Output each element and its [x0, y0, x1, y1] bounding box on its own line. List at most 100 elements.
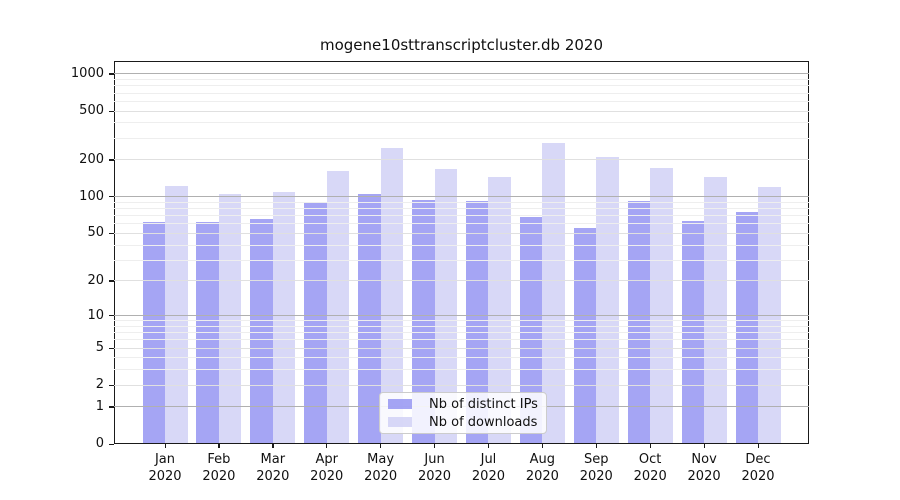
x-tick-mark [218, 444, 220, 448]
bar-ips-aug [519, 217, 543, 444]
x-tick-label: May 2020 [364, 452, 398, 484]
y-tick-label: 2 [95, 377, 104, 393]
x-tick-mark [487, 444, 490, 448]
bar-downloads-sep [596, 156, 619, 444]
bar-ips-jul [465, 200, 489, 444]
bar-ips-dec [735, 212, 758, 444]
bar-downloads-feb [218, 194, 242, 444]
y-tick-mark [109, 384, 114, 386]
legend: Nb of distinct IPs Nb of downloads [379, 392, 547, 434]
legend-item-distinct-ips: Nb of distinct IPs [386, 395, 540, 413]
y-tick-label: 200 [79, 151, 104, 167]
legend-label-distinct-ips: Nb of distinct IPs [429, 396, 538, 412]
legend-swatch-downloads [388, 417, 412, 427]
gridline [114, 122, 809, 124]
x-tick-mark [164, 444, 166, 448]
bar-downloads-oct [650, 167, 673, 444]
bar-downloads-aug [542, 142, 565, 444]
gridline [114, 369, 809, 371]
y-tick-label: 500 [79, 103, 104, 119]
gridline [114, 339, 809, 341]
bar-downloads-mar [272, 192, 296, 444]
y-tick-label: 1 [95, 398, 104, 414]
x-tick-mark [326, 444, 328, 448]
gridline [114, 320, 809, 322]
y-tick-label: 100 [79, 188, 104, 204]
x-tick-label: Jan 2020 [148, 452, 182, 484]
gridline [114, 280, 809, 282]
x-tick-label: Sep 2020 [579, 452, 613, 484]
bar-ips-oct [627, 201, 651, 444]
gridline [114, 315, 809, 317]
x-tick-label: Mar 2020 [256, 452, 290, 484]
gridline [114, 232, 809, 234]
bar-downloads-jul [488, 176, 511, 444]
x-tick-mark [541, 444, 544, 448]
gridline [114, 259, 809, 261]
x-tick-label: Feb 2020 [202, 452, 236, 484]
gridline [114, 73, 809, 75]
x-tick-label: Nov 2020 [687, 452, 721, 484]
x-tick-label: Jul 2020 [471, 452, 505, 484]
gridline [114, 196, 809, 198]
y-tick-mark [109, 196, 114, 198]
legend-swatch-distinct-ips [388, 399, 412, 409]
gridline [114, 384, 809, 386]
x-tick-mark [649, 444, 651, 448]
gridline [114, 244, 809, 246]
x-tick-mark [272, 444, 274, 448]
bar-downloads-nov [704, 177, 727, 444]
y-tick-mark [109, 443, 114, 445]
x-tick-label: Jun 2020 [417, 452, 452, 484]
y-tick-mark [109, 110, 114, 112]
y-tick-mark [109, 232, 114, 235]
x-tick-mark [757, 444, 759, 448]
y-tick-mark [109, 159, 114, 161]
x-tick-mark [595, 444, 597, 448]
bar-downloads-jun [434, 169, 458, 444]
bar-downloads-apr [326, 170, 350, 444]
x-tick-label: Apr 2020 [310, 452, 344, 484]
bar-ips-apr [304, 202, 327, 444]
bar-ips-mar [250, 218, 273, 444]
y-tick-label: 50 [87, 225, 104, 241]
x-tick-mark [434, 444, 436, 448]
y-tick-label: 20 [87, 272, 104, 288]
bar-ips-sep [573, 228, 597, 444]
x-tick-label: Dec 2020 [741, 452, 775, 484]
y-tick-label: 1000 [70, 65, 104, 81]
y-tick-label: 10 [87, 307, 104, 323]
gridline [114, 201, 809, 203]
gridline [114, 223, 809, 225]
y-tick-mark [109, 73, 114, 75]
gridline [114, 110, 809, 112]
chart-title: mogene10sttranscriptcluster.db 2020 [320, 36, 603, 54]
gridline [114, 159, 809, 161]
y-tick-mark [109, 347, 114, 349]
x-tick-label: Aug 2020 [525, 452, 559, 484]
legend-label-downloads: Nb of downloads [429, 414, 538, 430]
gridline [114, 92, 809, 94]
gridline [114, 208, 809, 210]
gridline [114, 215, 809, 217]
y-tick-mark [109, 406, 114, 408]
gridline [114, 100, 809, 102]
bar-ips-jun [412, 200, 435, 444]
gridline [114, 325, 809, 327]
gridline [114, 357, 809, 359]
y-tick-label: 5 [95, 340, 104, 356]
x-tick-mark [703, 444, 705, 448]
gridline [114, 79, 809, 81]
y-tick-label: 0 [95, 436, 104, 451]
gridline [114, 137, 809, 139]
bar-ips-may [358, 194, 381, 444]
gridline [114, 332, 809, 334]
gridline [114, 347, 809, 349]
y-tick-mark [109, 315, 114, 317]
legend-item-downloads: Nb of downloads [386, 413, 540, 431]
x-tick-mark [380, 444, 382, 448]
x-tick-label: Oct 2020 [633, 452, 667, 484]
y-tick-mark [109, 280, 114, 282]
